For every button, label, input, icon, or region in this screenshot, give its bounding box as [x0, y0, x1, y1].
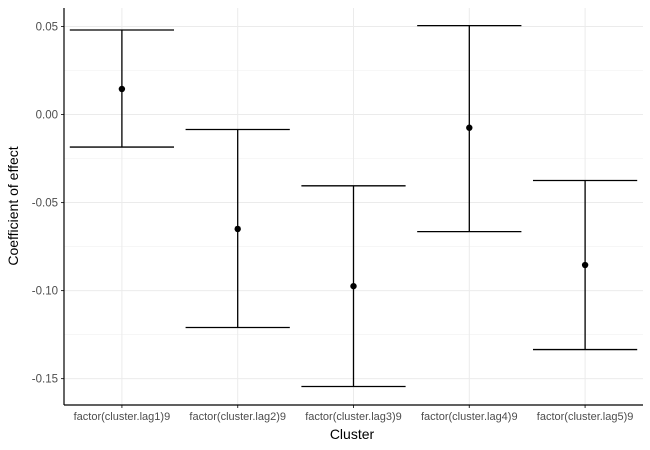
y-axis-title: Coefficient of effect	[5, 146, 21, 265]
y-tick-label: 0.00	[36, 110, 58, 122]
x-tick-label: factor(cluster.lag1)9	[74, 411, 171, 423]
x-tick-label: factor(cluster.lag2)9	[189, 411, 286, 423]
y-tick-label: 0.05	[36, 21, 58, 33]
axes	[61, 8, 643, 408]
y-tick-label: -0.05	[32, 198, 58, 210]
x-tick-labels: factor(cluster.lag1)9 factor(cluster.lag2…	[74, 411, 634, 423]
estimate-point	[350, 282, 357, 290]
error-bars	[69, 24, 638, 388]
estimate-point	[581, 261, 589, 269]
estimate-point	[234, 225, 241, 233]
y-tick-labels: 0.05 0.00 -0.05 -0.10 -0.15	[32, 21, 58, 385]
estimate-point	[118, 85, 126, 93]
x-tick-label: factor(cluster.lag4)9	[421, 411, 518, 423]
y-tick-label: -0.10	[32, 286, 58, 298]
x-tick-label: factor(cluster.lag5)9	[537, 411, 634, 423]
estimate-point	[466, 124, 473, 131]
x-axis-title: Cluster	[330, 426, 375, 442]
y-tick-label: -0.15	[32, 374, 58, 386]
x-tick-label: factor(cluster.lag3)9	[305, 411, 402, 423]
